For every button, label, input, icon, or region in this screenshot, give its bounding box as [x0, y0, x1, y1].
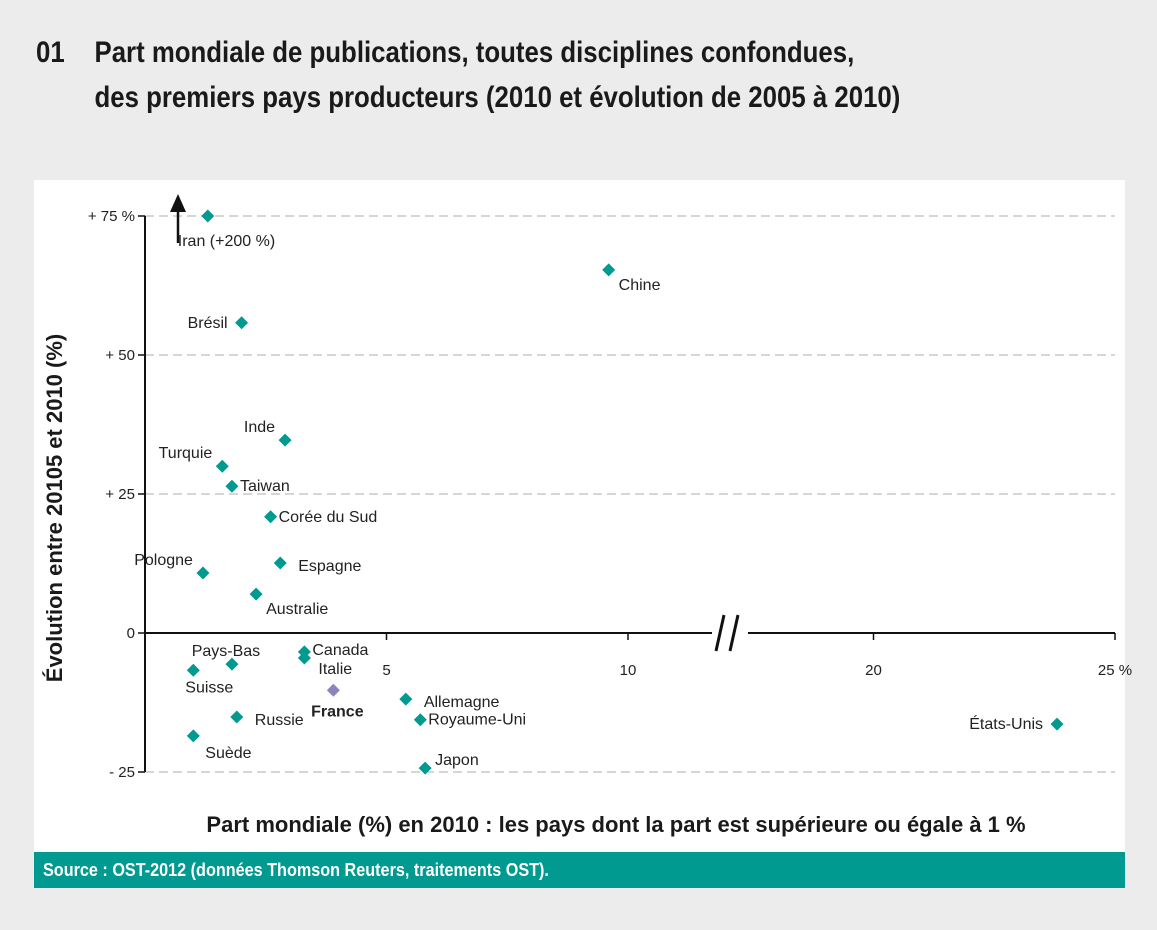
point-label: Australie: [266, 601, 328, 618]
data-point: [186, 729, 200, 743]
point-label: Chine: [619, 277, 661, 294]
data-point: [235, 316, 249, 330]
y-tick-label: + 25: [105, 486, 135, 503]
point-label: Canada: [312, 642, 368, 659]
y-tick-label: + 50: [105, 347, 135, 364]
data-point: [273, 556, 287, 570]
point-label: Turquie: [159, 445, 213, 462]
point-label: Pologne: [134, 552, 193, 569]
point-label: Corée du Sud: [279, 509, 378, 526]
point-label: Inde: [244, 419, 275, 436]
data-point: [278, 433, 292, 447]
data-point: [297, 651, 311, 665]
point-label: Suède: [205, 745, 251, 762]
axes: [144, 194, 1115, 772]
data-point: [215, 459, 229, 473]
source-bar: Source : OST-2012 (données Thomson Reute…: [34, 852, 1125, 888]
point-label: Royaume-Uni: [428, 712, 526, 729]
title-line-2: des premiers pays producteurs (2010 et é…: [94, 81, 901, 114]
x-tick-label: 25 %: [1098, 662, 1132, 679]
data-point: [196, 566, 210, 580]
source-text: Source : OST-2012 (données Thomson Reute…: [43, 860, 549, 880]
data-point: [264, 510, 278, 524]
data-point: [225, 479, 239, 493]
point-label: France: [311, 703, 364, 720]
data-point: [230, 710, 244, 724]
x-tick-label: 20: [865, 662, 882, 679]
point-label: Allemagne: [424, 694, 500, 711]
data-points: [186, 209, 1064, 775]
point-label: Pays-Bas: [192, 643, 260, 660]
x-axis-title: Part mondiale (%) en 2010 : les pays don…: [206, 812, 1025, 837]
chart-panel: [34, 180, 1125, 852]
chart-title: 01 Part mondiale de publications, toutes …: [36, 30, 900, 120]
data-point: [413, 713, 427, 727]
point-label: Taiwan: [240, 478, 290, 495]
x-tick-label: 5: [382, 662, 390, 679]
x-tick-label: 10: [620, 662, 637, 679]
point-label: Espagne: [298, 558, 361, 575]
point-label: Japon: [435, 752, 479, 769]
off-scale-arrow-icon: [170, 194, 186, 212]
data-point: [326, 683, 340, 697]
axis-break-mark: [714, 614, 726, 652]
data-point: [225, 657, 239, 671]
point-label: Italie: [318, 661, 352, 678]
y-tick-label: 0: [127, 625, 135, 642]
figure-number: 01: [36, 36, 65, 69]
data-point: [399, 692, 413, 706]
axis-break-mark: [728, 614, 740, 652]
point-label: Iran (+200 %): [178, 233, 275, 250]
gridlines: [145, 215, 1115, 773]
point-label: États-Unis: [969, 714, 1043, 733]
data-point: [201, 209, 215, 223]
data-point: [1050, 717, 1064, 731]
point-label: Suisse: [185, 679, 233, 696]
data-point: [249, 587, 263, 601]
y-axis-title: Évolution entre 20105 et 2010 (%): [42, 334, 67, 682]
point-labels: Iran (+200 %) Chine Brésil Inde Turquie Taiwa…: [134, 233, 1043, 769]
y-tick-label: - 25: [109, 764, 135, 781]
title-line-1: Part mondiale de publications, toutes di…: [94, 36, 855, 69]
y-tick-label: + 75 %: [88, 208, 135, 225]
data-point: [602, 263, 616, 277]
point-label: Brésil: [188, 315, 228, 332]
data-point: [186, 663, 200, 677]
point-label: Russie: [255, 712, 304, 729]
data-point: [418, 761, 432, 775]
x-axis-ticks: 5 10 20 25 %: [382, 633, 1132, 679]
y-axis-ticks: + 75 % + 50 + 25 0 - 25: [88, 208, 145, 781]
